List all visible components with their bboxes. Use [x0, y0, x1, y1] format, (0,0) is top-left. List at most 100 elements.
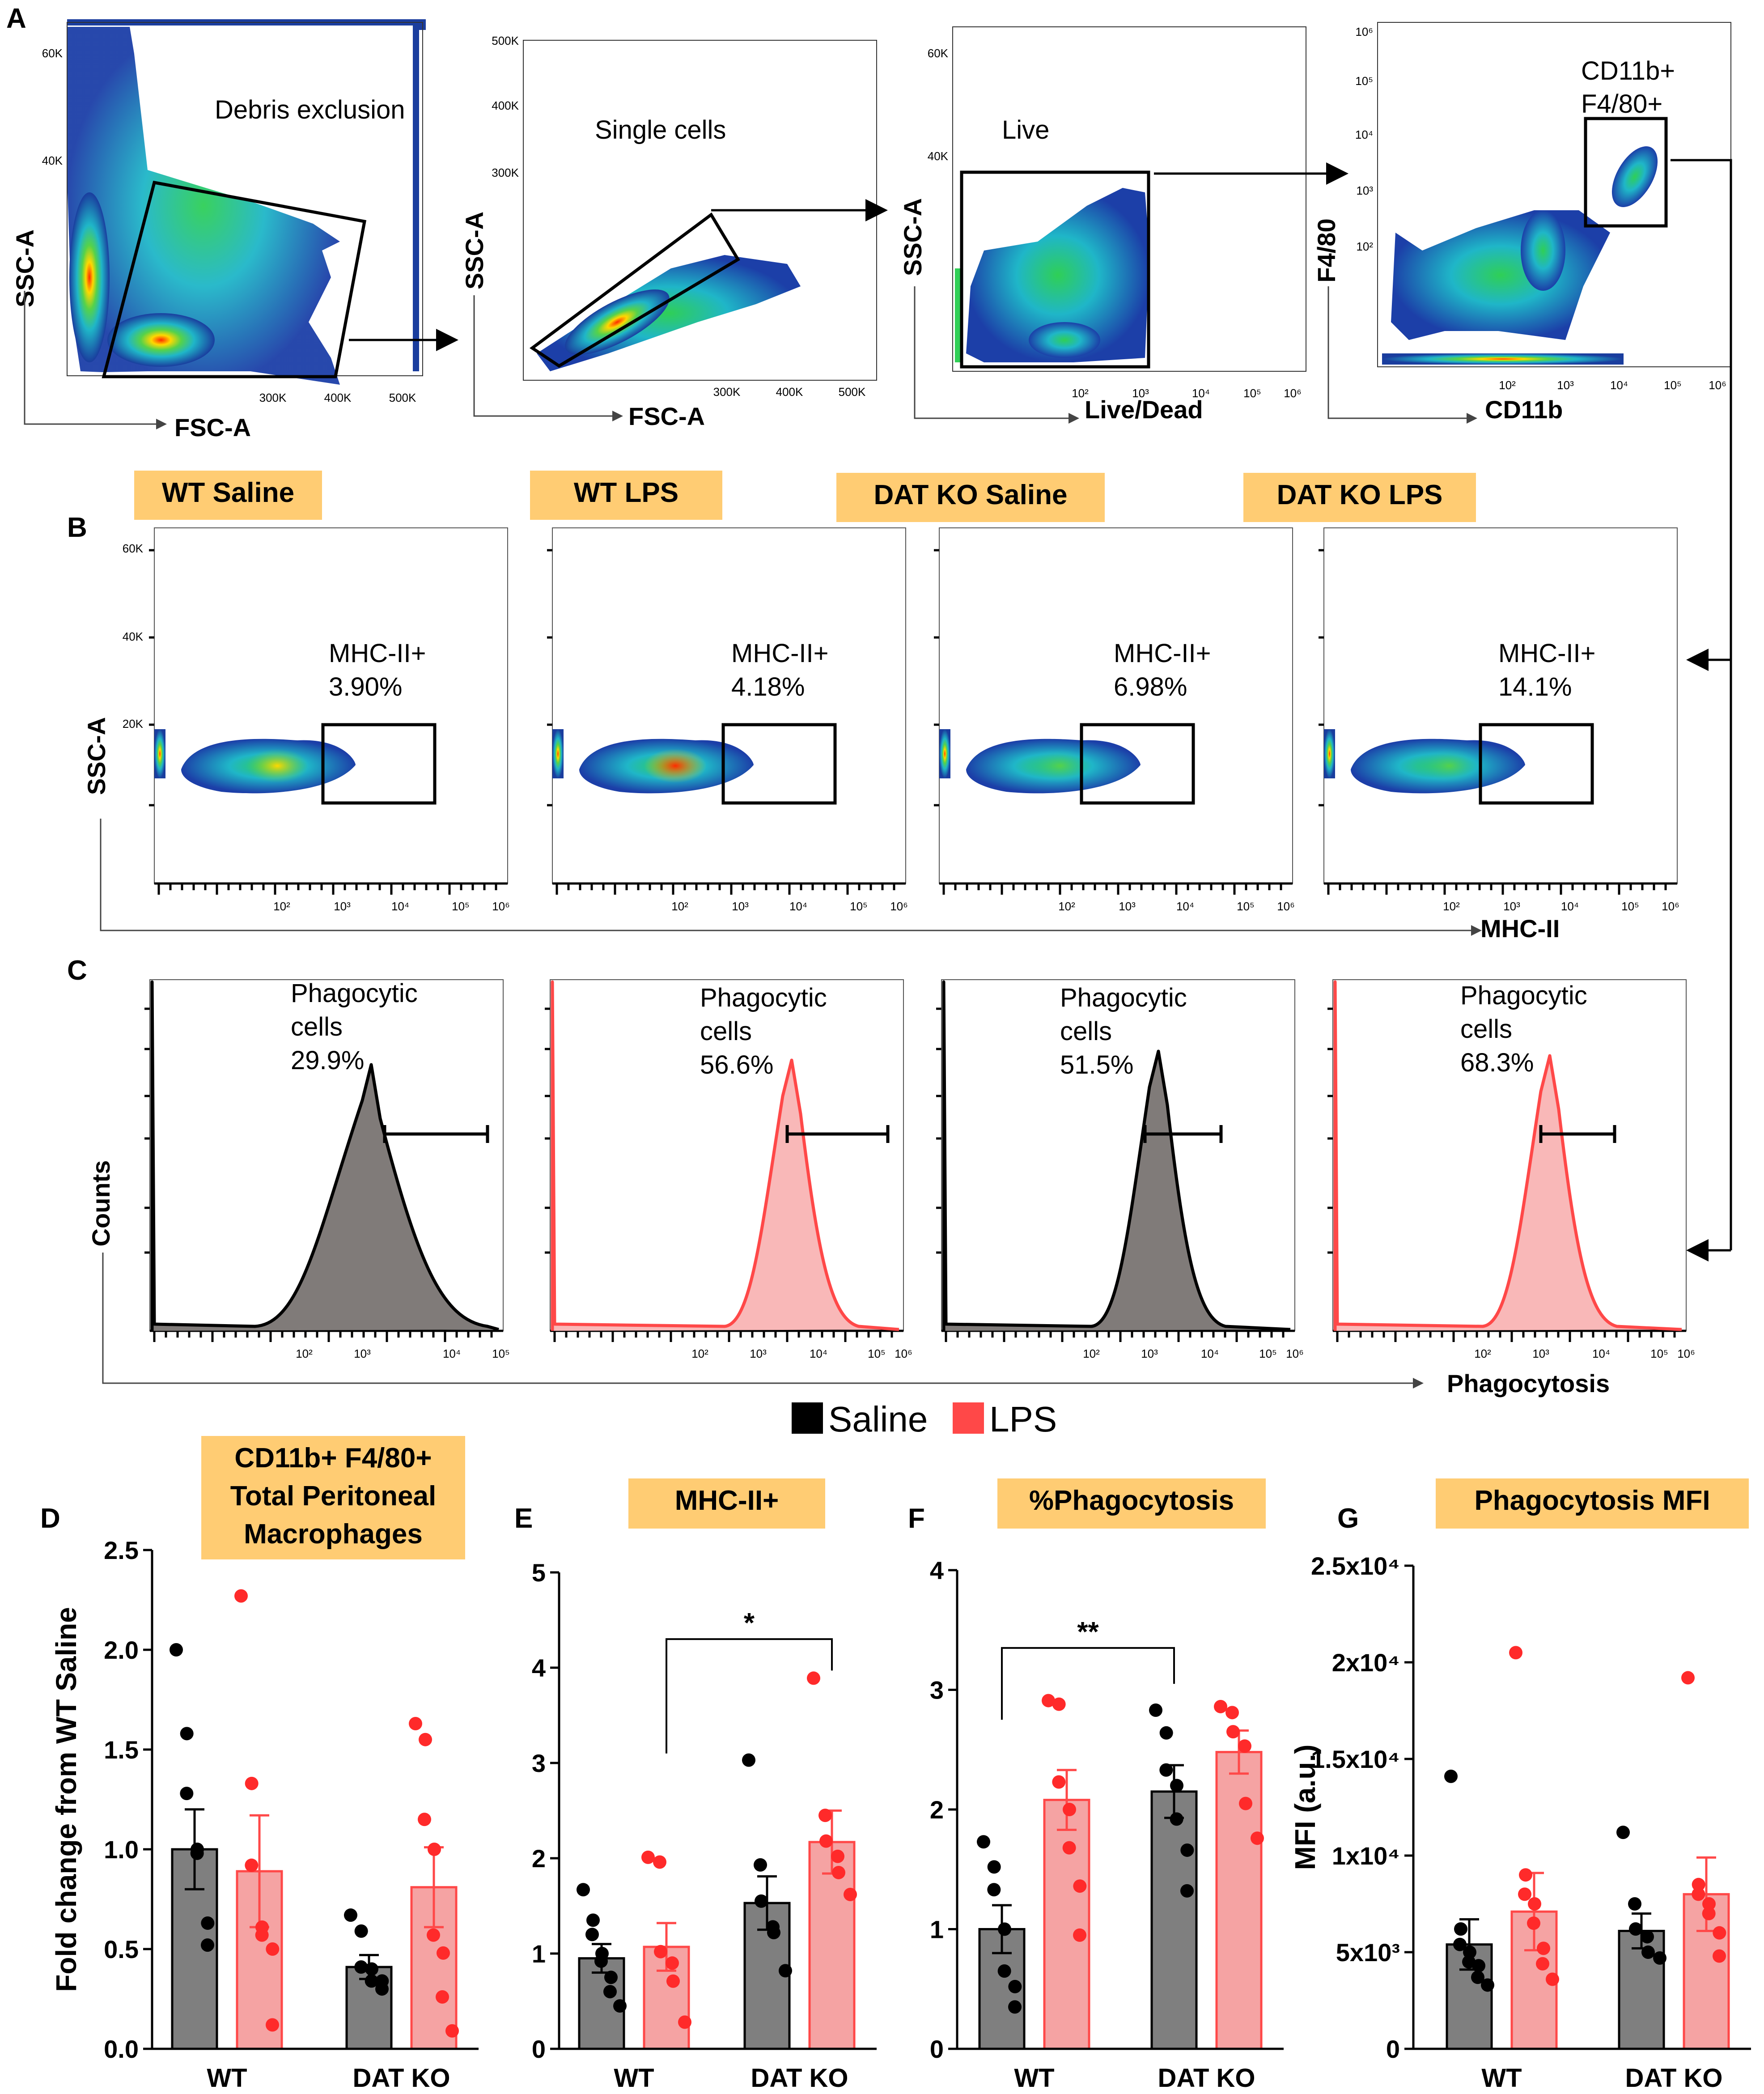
density-hotspot: [644, 749, 707, 783]
y-tick-label: 0: [1386, 2035, 1400, 2063]
edge-events: [154, 729, 165, 778]
y-tick-label: 10⁶: [1355, 25, 1373, 38]
data-point: [445, 2024, 459, 2038]
data-point: [1641, 1945, 1655, 1959]
panel-label-b: B: [67, 512, 87, 543]
x-tick-label: 10²: [1443, 900, 1460, 913]
plot-frame: [952, 26, 1306, 372]
y-tick-label: 60K: [42, 47, 63, 60]
data-point: [1170, 1779, 1183, 1792]
x-tick-label: 10⁴: [1176, 900, 1194, 913]
y-tick-label: 60K: [928, 47, 949, 60]
x-tick-label: 10³: [1119, 900, 1136, 913]
y-tick-label: 300K: [492, 166, 519, 179]
data-point: [613, 1999, 627, 2013]
x-tick-label: 500K: [839, 385, 866, 399]
y-tick-label: 40K: [928, 149, 949, 163]
edge-events: [1324, 729, 1335, 778]
density-cloud: [966, 188, 1149, 362]
x-tick-label: 400K: [324, 391, 352, 404]
data-point: [418, 1813, 431, 1826]
gate-mhc-ii: [1080, 723, 1195, 805]
data-point: [1653, 1951, 1666, 1965]
phagocytosis-plot: Phagocytic cells 51.5% 10² 10³ 10⁴ 10⁵ 10⁶: [936, 979, 1304, 1360]
gate-percentage: 29.9%: [291, 1046, 364, 1075]
data-point: [1471, 1971, 1484, 1984]
mhc-ii-plot: MHC-II+ 4.18% 10² 10³ 10⁴ 10⁵ 10⁶: [547, 527, 908, 913]
data-point: [344, 1908, 357, 1922]
phagocytosis-plot: Phagocytic cells 29.9% 10² 10³ 10⁴ 10⁵: [144, 979, 510, 1360]
mhc-ii-plot: MHC-II+ 14.1% 10² 10³ 10⁴ 10⁵ 10⁶: [1319, 527, 1679, 913]
y-tick-label: 10²: [1356, 240, 1373, 253]
data-point: [1239, 1797, 1252, 1810]
y-tick-label: 2: [930, 1796, 944, 1824]
x-axis-title: FSC-A: [628, 402, 705, 430]
data-point: [844, 1887, 857, 1901]
x-tick-label: 10²: [1083, 1347, 1100, 1360]
x-tick-label: 10⁶: [1286, 1347, 1304, 1360]
y-axis-title: MFI (a.u.): [1289, 1745, 1321, 1870]
x-tick-label: 10⁵: [868, 1347, 886, 1360]
data-point: [754, 1858, 767, 1872]
gate-mhc-ii: [1479, 723, 1594, 805]
chart-title-line: MHC-II+: [675, 1485, 779, 1516]
axis-arrow: [473, 295, 623, 421]
data-point: [266, 2018, 279, 2032]
group-label: WT LPS: [574, 477, 678, 508]
x-tick-label: 10²: [273, 900, 290, 913]
group-labels: WT Saline WT LPS DAT KO Saline DAT KO LPS: [134, 471, 1476, 522]
y-tick-label: 10³: [1356, 184, 1373, 197]
edge-events: [1382, 353, 1624, 365]
x-tick-label: 10⁵: [452, 900, 470, 913]
y-tick-label: 1.5x10⁴: [1311, 1745, 1400, 1773]
data-point: [201, 1916, 215, 1930]
data-point: [819, 1834, 833, 1848]
data-point: [1063, 1803, 1076, 1816]
plot-frame: [154, 527, 508, 884]
gate-label: MHC-II+: [1114, 639, 1211, 668]
data-point: [1616, 1826, 1630, 1839]
data-point: [1008, 2000, 1022, 2014]
data-point: [428, 1843, 441, 1856]
data-point: [1472, 1959, 1485, 1973]
data-point: [255, 1928, 269, 1942]
data-point: [654, 1945, 667, 1958]
x-category-label: DAT KO: [751, 2064, 848, 2093]
data-point: [1149, 1703, 1162, 1717]
data-point: [1463, 1945, 1476, 1959]
x-tick-label: 10⁶: [492, 900, 510, 913]
edge-events: [955, 268, 960, 362]
y-axis-title: Fold change from WT Saline: [50, 1607, 82, 1992]
x-tick-label: 10⁴: [391, 900, 409, 913]
data-point: [1527, 1916, 1540, 1930]
x-category-label: DAT KO: [1625, 2064, 1722, 2093]
chart-title-line: Total Peritoneal: [230, 1481, 437, 1512]
data-point: [1073, 1879, 1087, 1893]
chart-title-bg: [201, 1436, 465, 1559]
gating-plot-debris: Debris exclusion SSC-A FSC-A 60K 40K 300…: [11, 19, 426, 442]
x-tick-label: 10⁵: [492, 1347, 510, 1360]
y-tick-label: 20K: [123, 717, 144, 731]
plot-frame: [552, 527, 906, 884]
chart-title-line: Phagocytosis MFI: [1474, 1485, 1710, 1516]
density-cloud: [1391, 210, 1610, 340]
chart-title-bg: [628, 1478, 825, 1529]
data-point: [201, 1938, 214, 1952]
x-tick-label: 10⁵: [1650, 1347, 1668, 1360]
gate-percentage: 6.98%: [1114, 672, 1187, 701]
x-tick-label: 10⁶: [1709, 378, 1726, 392]
gate-label: CD11b+: [1581, 56, 1675, 85]
chart-title-line: CD11b+ F4/80+: [234, 1443, 432, 1474]
chart-title-line: %Phagocytosis: [1029, 1485, 1234, 1516]
gate-label: MHC-II+: [731, 639, 829, 668]
gate-label: MHC-II+: [1498, 639, 1596, 668]
data-point: [1062, 1841, 1076, 1855]
gate-label: cells: [1460, 1015, 1512, 1044]
data-point: [365, 1962, 378, 1976]
density-cloud: [67, 27, 340, 385]
gate-percentage: 56.6%: [700, 1050, 773, 1079]
data-point: [180, 1727, 194, 1741]
y-tick-label: 2.5: [104, 1536, 139, 1564]
data-point: [1008, 1979, 1022, 1993]
